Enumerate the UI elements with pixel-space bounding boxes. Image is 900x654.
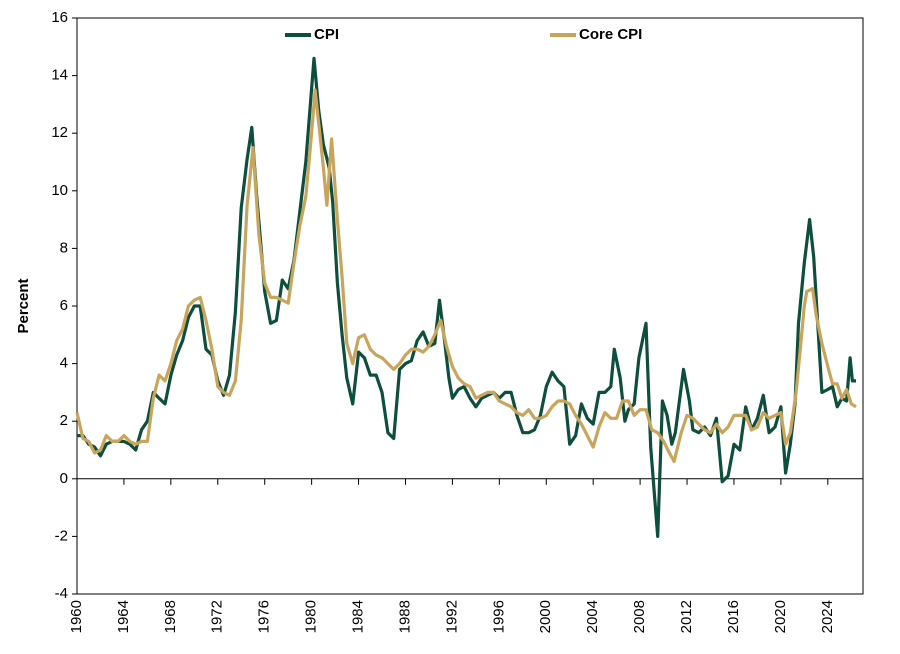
legend-label: Core CPI	[579, 26, 642, 43]
x-tick-label: 1968	[162, 600, 179, 633]
x-tick-label: 1972	[209, 600, 226, 633]
y-tick-label: 10	[51, 182, 68, 199]
y-tick-label: 2	[60, 412, 68, 429]
series-line	[77, 56, 856, 538]
x-tick-label: 2004	[584, 600, 601, 633]
series-line	[75, 88, 857, 464]
x-tick-label: 2000	[537, 600, 554, 633]
x-tick-label: 1980	[303, 600, 320, 633]
y-tick-label: 12	[51, 124, 68, 141]
x-tick-label: 2008	[631, 600, 648, 633]
y-tick-label: 14	[51, 67, 68, 84]
y-tick-label: -2	[55, 527, 68, 544]
x-tick-label: 1964	[115, 600, 132, 633]
x-tick-label: 2012	[678, 600, 695, 633]
y-axis-label: Percent	[15, 278, 32, 333]
x-tick-label: 1984	[350, 600, 367, 633]
legend-label: CPI	[314, 26, 339, 43]
x-tick-label: 1988	[396, 600, 413, 633]
y-tick-label: 4	[60, 355, 68, 372]
x-tick-label: 1996	[490, 600, 507, 633]
x-tick-label: 1992	[443, 600, 460, 633]
x-tick-label: 1960	[68, 600, 85, 633]
y-tick-label: 0	[60, 470, 68, 487]
x-tick-label: 2016	[725, 600, 742, 633]
x-tick-label: 2024	[819, 600, 836, 633]
x-tick-label: 2020	[772, 600, 789, 633]
x-tick-label: 1976	[256, 600, 273, 633]
y-tick-label: 16	[51, 9, 68, 26]
y-tick-label: 6	[60, 297, 68, 314]
y-tick-label: 8	[60, 239, 68, 256]
y-tick-label: -4	[55, 585, 68, 602]
